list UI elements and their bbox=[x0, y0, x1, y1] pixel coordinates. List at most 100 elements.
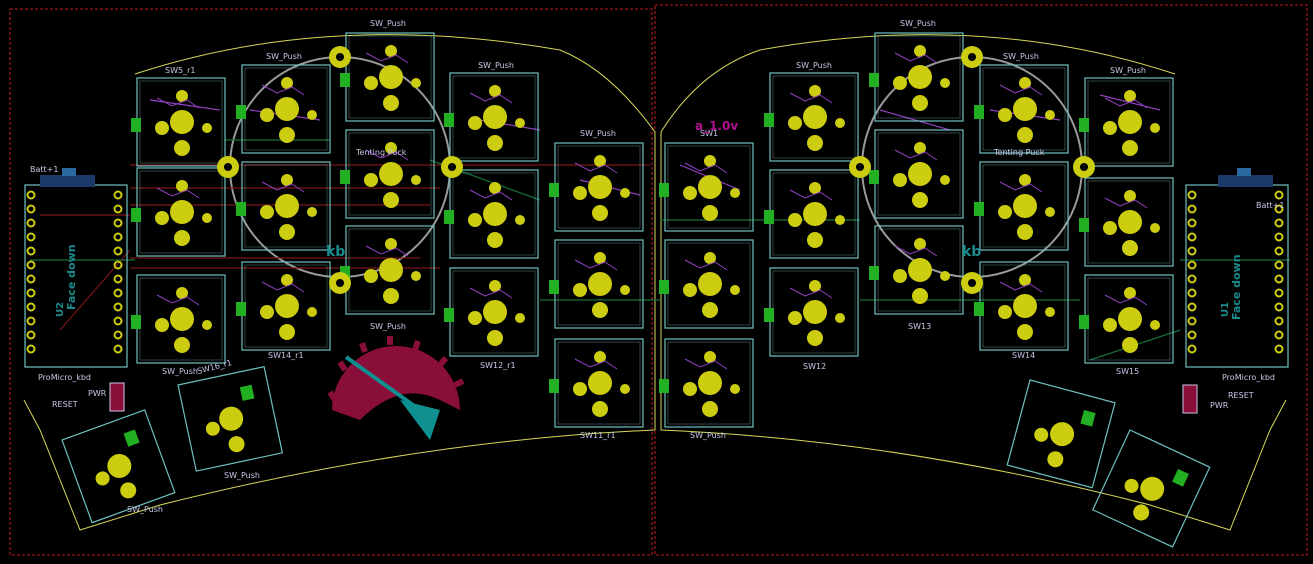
label-version: a_1.0v bbox=[695, 119, 738, 134]
label-sw11-r1: SW11_r1 bbox=[580, 431, 616, 440]
pin bbox=[26, 190, 36, 200]
label-batt-left: Batt+1 bbox=[30, 165, 58, 174]
pin bbox=[1274, 344, 1284, 354]
switch-footprint bbox=[659, 142, 754, 232]
logo-gear bbox=[327, 336, 465, 440]
label-u1: U1 bbox=[1220, 302, 1231, 317]
pin bbox=[1274, 260, 1284, 270]
switch-footprint bbox=[764, 267, 859, 357]
promicro-left bbox=[24, 168, 128, 368]
switch-footprint bbox=[1079, 274, 1174, 364]
label-sw-push: SW_Push bbox=[224, 471, 260, 480]
pin bbox=[113, 316, 123, 326]
pin bbox=[26, 330, 36, 340]
pin-rows bbox=[26, 190, 1284, 354]
pin bbox=[1187, 316, 1197, 326]
label-batt-right: Batt+1 bbox=[1256, 201, 1284, 210]
label-sw-push: SW_Push bbox=[900, 19, 936, 28]
switch-footprint bbox=[131, 77, 226, 167]
switch-footprint bbox=[974, 64, 1069, 154]
thumb-switch-footprint bbox=[1006, 379, 1116, 489]
label-face-down-right: Face down bbox=[1230, 254, 1243, 320]
pin bbox=[26, 316, 36, 326]
right-board-edge bbox=[654, 4, 1308, 556]
label-tenting-puck: Tenting Puck bbox=[993, 148, 1045, 157]
switch-footprint bbox=[340, 225, 435, 315]
thumb-switch-footprint bbox=[177, 365, 284, 472]
pin bbox=[26, 344, 36, 354]
label-kb-right: kb bbox=[962, 244, 981, 260]
switch-footprint bbox=[236, 261, 331, 351]
switch-footprint bbox=[1079, 77, 1174, 167]
pin bbox=[1187, 260, 1197, 270]
reset-right bbox=[1182, 384, 1198, 414]
switch-footprint bbox=[131, 274, 226, 364]
switch-footprint bbox=[1079, 177, 1174, 267]
promicro-right bbox=[1185, 168, 1289, 368]
switch-footprint bbox=[869, 129, 964, 219]
label-u2: U2 bbox=[55, 302, 66, 317]
pin bbox=[113, 288, 123, 298]
label-reset-right: RESET bbox=[1228, 391, 1254, 400]
pin bbox=[113, 344, 123, 354]
switch-footprint bbox=[444, 267, 539, 357]
label-pwr-left: PWR bbox=[88, 389, 107, 398]
pin bbox=[26, 246, 36, 256]
switch-footprint bbox=[974, 261, 1069, 351]
pin bbox=[1274, 232, 1284, 242]
label-promicro-right: ProMicro_kbd bbox=[1222, 373, 1275, 382]
pin bbox=[1274, 330, 1284, 340]
pin bbox=[1187, 246, 1197, 256]
pin bbox=[26, 218, 36, 228]
left-board-edge bbox=[9, 8, 653, 556]
label-sw12: SW12 bbox=[803, 362, 826, 371]
pin bbox=[1187, 344, 1197, 354]
switch-footprint bbox=[444, 169, 539, 259]
label-pwr-right: PWR bbox=[1210, 401, 1229, 410]
pin bbox=[113, 246, 123, 256]
pin bbox=[1274, 302, 1284, 312]
mount-holes bbox=[217, 46, 1095, 294]
label-sw12-r1: SW12_r1 bbox=[480, 361, 516, 370]
pin bbox=[1274, 274, 1284, 284]
switch-footprint bbox=[549, 239, 644, 329]
left-outline bbox=[23, 34, 656, 531]
label-sw-push: SW_Push bbox=[1110, 66, 1146, 75]
label-sw16-r1: SW16_r1 bbox=[196, 358, 233, 376]
pin bbox=[26, 260, 36, 270]
switch-footprint bbox=[131, 167, 226, 257]
pin bbox=[1274, 246, 1284, 256]
pin bbox=[113, 330, 123, 340]
pin bbox=[1187, 288, 1197, 298]
pin bbox=[1274, 288, 1284, 298]
label-sw-push: SW_Push bbox=[370, 19, 406, 28]
switch-group bbox=[61, 32, 1211, 548]
switch-footprint bbox=[659, 239, 754, 329]
pin bbox=[1274, 218, 1284, 228]
pin bbox=[1187, 204, 1197, 214]
switch-footprint bbox=[340, 32, 435, 122]
pin bbox=[1274, 316, 1284, 326]
pin bbox=[1274, 204, 1284, 214]
pin bbox=[26, 232, 36, 242]
label-sw13: SW13 bbox=[908, 322, 931, 331]
label-tenting-puck: Tenting Puck bbox=[355, 148, 407, 157]
tracks bbox=[30, 94, 1290, 361]
switch-footprint bbox=[764, 169, 859, 259]
silkscreen-labels: SW_Push SW_Push SW_Push SW_Push SW_Push … bbox=[30, 19, 1284, 514]
label-sw-push: SW_Push bbox=[478, 61, 514, 70]
right-outline bbox=[660, 34, 1287, 531]
thumb-switch-footprint bbox=[1092, 429, 1211, 548]
switch-footprint bbox=[236, 161, 331, 251]
reset-left bbox=[109, 382, 125, 412]
pin bbox=[26, 288, 36, 298]
pin bbox=[1187, 330, 1197, 340]
pin bbox=[26, 302, 36, 312]
label-reset-left: RESET bbox=[52, 400, 78, 409]
label-sw-push: SW_Push bbox=[162, 367, 198, 376]
pin bbox=[113, 218, 123, 228]
label-sw1: SW1 bbox=[700, 129, 718, 138]
label-sw-push: SW_Push bbox=[796, 61, 832, 70]
pin bbox=[26, 274, 36, 284]
